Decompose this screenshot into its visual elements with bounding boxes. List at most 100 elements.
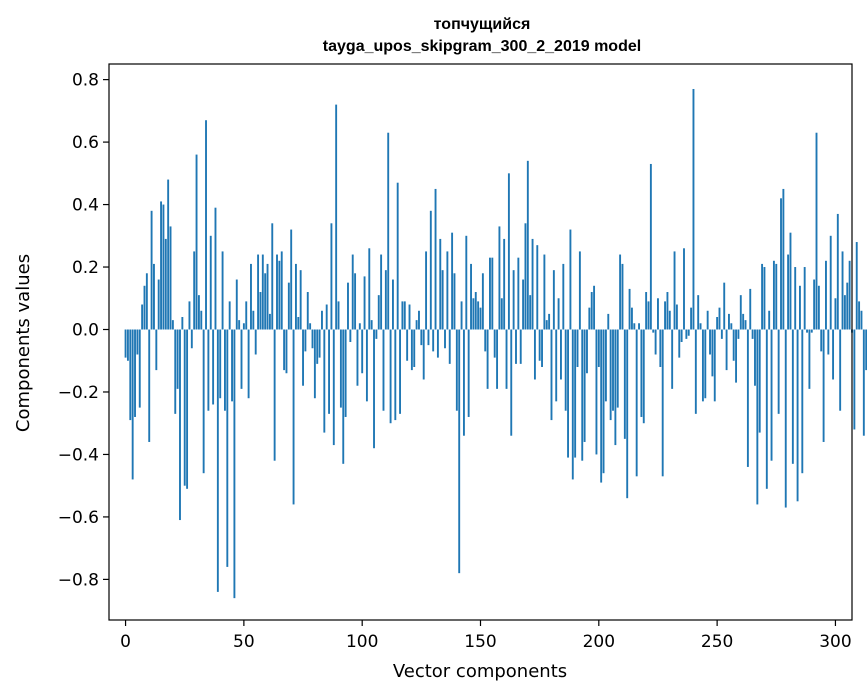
bar-40 [219,329,222,399]
bar-176 [541,329,543,367]
bar-74 [299,270,302,330]
bar-311 [860,310,863,330]
bar-23 [179,329,181,521]
bar-227 [661,329,664,477]
y-tick-label-5: 0.2 [72,258,99,278]
bar-152 [484,329,487,352]
bar-17 [164,238,167,330]
bar-189 [571,329,574,480]
bar-207 [614,329,617,446]
bar-37 [212,329,215,405]
bar-183 [557,298,560,330]
bar-266 [754,329,756,386]
bar-279 [784,329,787,508]
bar-296 [825,260,827,330]
bar-202 [602,329,605,474]
bar-85 [325,304,328,330]
bar-212 [626,329,629,499]
bar-144 [465,235,468,330]
bar-43 [226,329,229,567]
bar-163 [510,329,513,436]
bar-268 [758,329,761,433]
bar-35 [207,329,210,411]
bar-75 [302,329,304,386]
bar-127 [425,251,428,330]
bar-10 [148,329,151,442]
bar-157 [496,329,499,389]
y-axis-label: Components values [13,254,34,432]
bar-56 [257,254,260,330]
bar-196 [588,307,591,330]
bar-275 [775,263,778,330]
bar-265 [751,329,754,339]
bar-240 [692,88,695,330]
bar-31 [197,295,200,330]
bar-148 [474,292,477,330]
bar-11 [150,210,153,330]
bar-259 [737,329,740,339]
bar-264 [749,288,752,330]
bar-300 [834,298,837,330]
bar-256 [730,323,733,330]
bar-277 [780,198,782,330]
y-tick-label-1: −0.6 [58,508,99,528]
bar-210 [621,263,624,330]
bar-28 [190,329,193,349]
bar-22 [176,329,179,389]
bar-128 [427,329,430,346]
bar-213 [628,288,631,330]
y-tick-label-6: 0.4 [72,196,99,216]
bar-203 [604,329,607,402]
bar-142 [460,301,463,330]
bar-305 [846,282,849,330]
bar-25 [183,329,186,486]
bar-153 [486,329,489,389]
bar-286 [801,329,804,474]
bar-236 [683,248,685,330]
bar-301 [836,213,839,330]
bar-151 [481,273,484,330]
bar-282 [791,329,794,464]
bar-241 [694,329,697,414]
bar-76 [304,329,307,352]
bar-121 [410,329,413,371]
bar-201 [600,329,603,483]
bar-199 [595,329,598,455]
bar-14 [157,279,160,330]
bar-254 [725,329,728,371]
bar-280 [787,254,790,330]
bar-304 [843,295,846,330]
bar-34 [205,120,207,330]
bar-278 [782,188,785,330]
bar-32 [200,310,203,330]
bar-24 [181,317,184,330]
x-tick-label-0: 0 [120,632,131,652]
bar-211 [623,329,626,439]
bar-288 [806,329,808,333]
bar-65 [278,260,281,330]
bar-4 [134,329,136,417]
bar-192 [578,251,581,330]
bar-188 [569,229,572,330]
bar-70 [290,229,293,330]
bar-86 [328,329,330,414]
bar-62 [271,223,274,330]
bar-110 [384,270,387,330]
bar-129 [429,210,432,330]
bar-260 [739,295,742,330]
x-tick-label-4: 200 [583,632,615,652]
bar-39 [216,329,219,592]
bar-244 [701,329,704,402]
y-tick-label-8: 0.8 [72,71,99,91]
bar-79 [311,329,314,349]
y-tick-label-2: −0.4 [58,445,99,465]
bar-261 [742,313,745,330]
bar-162 [507,173,510,330]
bar-156 [493,329,496,358]
bar-52 [247,329,250,399]
bar-1 [126,329,129,361]
bar-216 [635,329,638,477]
bar-258 [735,329,737,383]
bar-247 [709,329,711,355]
bar-209 [619,254,622,330]
